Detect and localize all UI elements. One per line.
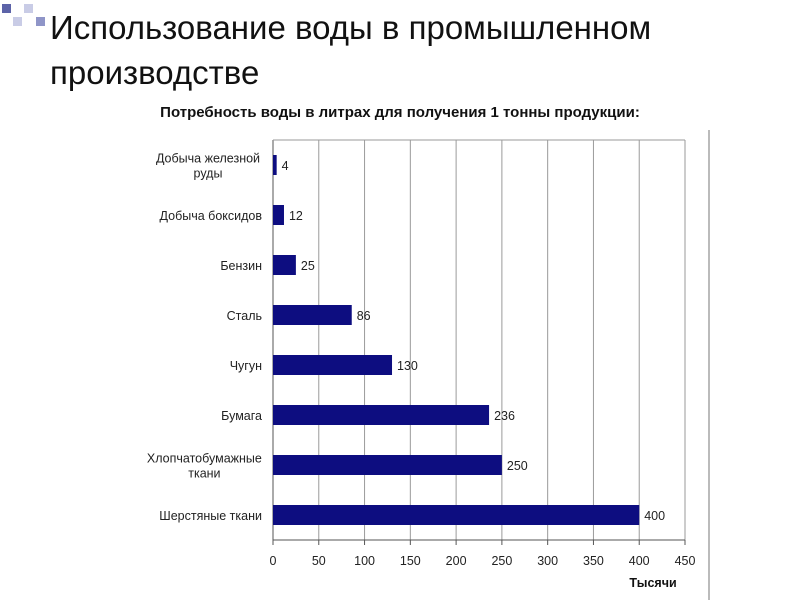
deco-square-mid: [36, 17, 45, 26]
data-label: 236: [494, 409, 515, 423]
bar: [273, 155, 277, 175]
bar: [273, 505, 640, 525]
data-label: 25: [301, 259, 315, 273]
chart-subtitle: Потребность воды в литрах для получения …: [160, 104, 640, 121]
category-label-line: руды: [194, 167, 223, 181]
x-tick-label: 400: [629, 554, 650, 568]
category-label-line: ткани: [188, 467, 220, 481]
category-label: Бензин: [220, 259, 262, 273]
data-label: 400: [644, 509, 665, 523]
category-label: Хлопчатобумажные ткани: [147, 452, 262, 481]
category-label: Добыча железной руды: [156, 152, 260, 181]
x-tick-label: 200: [446, 554, 467, 568]
x-tick-label: 450: [675, 554, 696, 568]
x-tick-label: 300: [537, 554, 558, 568]
data-label: 130: [397, 359, 418, 373]
bar: [273, 205, 284, 225]
bar: [273, 455, 502, 475]
bars: [273, 155, 640, 525]
category-label-line: Добыча железной: [156, 152, 260, 166]
decorative-squares-icon: [2, 4, 45, 26]
category-label: Чугун: [230, 359, 262, 373]
category-label: Сталь: [227, 309, 262, 323]
x-unit-label: Тысячи: [629, 576, 676, 590]
data-label: 250: [507, 459, 528, 473]
labels: 0 50 100 150 200 250 300 350 400 450 4 Добыча желез…: [147, 152, 696, 591]
deco-square-light: [24, 4, 33, 13]
x-tick-label: 150: [400, 554, 421, 568]
x-tick-label: 350: [583, 554, 604, 568]
category-label: Шерстяные ткани: [159, 509, 262, 523]
category-label-line: Хлопчатобумажные: [147, 452, 262, 466]
page-title: Использование воды в промышленном произв…: [50, 9, 652, 91]
data-label: 86: [357, 309, 371, 323]
deco-square-dark: [2, 4, 11, 13]
bar: [273, 355, 393, 375]
bar: [273, 405, 490, 425]
deco-square-light: [13, 17, 22, 26]
category-label: Добыча боксидов: [160, 209, 263, 223]
x-tick-label: 50: [312, 554, 326, 568]
x-tick-label: 0: [270, 554, 277, 568]
x-tick-label: 100: [354, 554, 375, 568]
data-label: 12: [289, 209, 303, 223]
x-tick-label: 250: [491, 554, 512, 568]
bar: [273, 255, 296, 275]
bar: [273, 305, 352, 325]
category-label: Бумага: [221, 409, 262, 423]
data-label: 4: [282, 159, 289, 173]
